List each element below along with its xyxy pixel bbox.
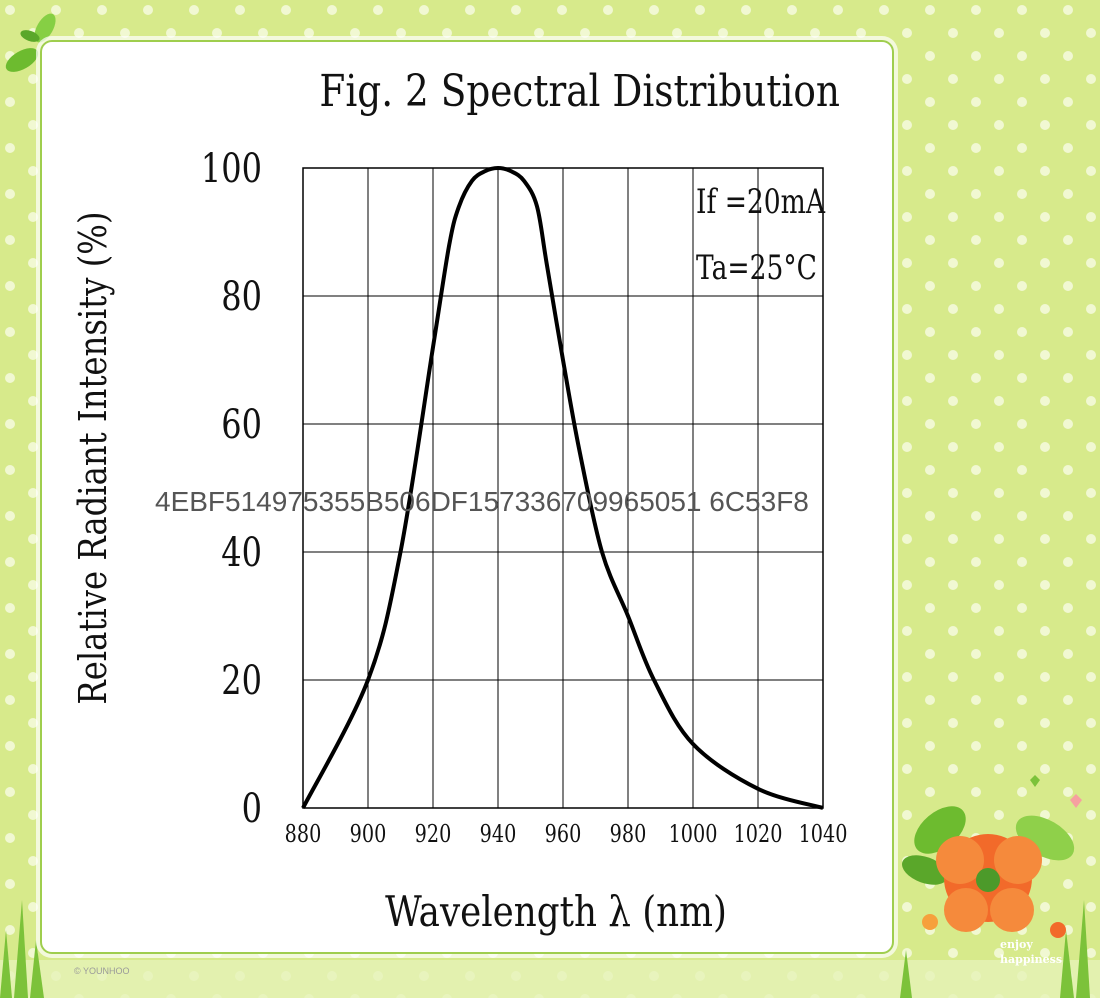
x-tick-label: 940 — [480, 821, 517, 849]
y-axis-ticks: 0 20 40 60 80 100 — [201, 144, 262, 831]
y-tick-label: 100 — [201, 144, 262, 191]
x-axis-ticks: 880 900 920 940 960 980 1000 1020 1040 — [285, 821, 848, 849]
y-axis-label: Relative Radiant Intensity (%) — [72, 211, 116, 704]
x-tick-label: 980 — [610, 821, 647, 849]
x-tick-label: 920 — [415, 821, 452, 849]
flower-decoration-icon — [902, 775, 1082, 938]
y-tick-label: 40 — [221, 528, 262, 575]
y-tick-label: 80 — [221, 272, 262, 319]
chart-annotation: If =20mA — [696, 183, 826, 222]
x-tick-label: 960 — [545, 821, 582, 849]
overlay-code-text: 4EBF514975355B506DF157336709965051 6C53F… — [155, 486, 809, 517]
chart-annotation: Ta=25°C — [696, 249, 817, 288]
y-tick-label: 20 — [221, 656, 262, 703]
chart-series — [301, 166, 824, 810]
happiness-text: happiness — [1000, 953, 1063, 966]
grass-decoration-icon — [0, 900, 1090, 998]
x-tick-label: 880 — [285, 821, 322, 849]
enjoy-text: enjoy — [1000, 938, 1033, 951]
y-tick-label: 60 — [221, 400, 262, 447]
x-tick-label: 1040 — [799, 821, 848, 849]
x-axis-label: Wavelength λ (nm) — [385, 888, 727, 936]
chart-grid — [302, 167, 824, 809]
chart-title: Fig. 2 Spectral Distribution — [319, 65, 840, 117]
x-tick-label: 900 — [350, 821, 387, 849]
x-tick-label: 1020 — [734, 821, 783, 849]
leaf-decoration-icon — [5, 13, 56, 72]
x-tick-label: 1000 — [669, 821, 718, 849]
chart-annotations: If =20mA Ta=25°C — [696, 183, 826, 288]
y-tick-label: 0 — [242, 784, 262, 831]
spectral-curve-line — [301, 166, 824, 810]
credit-text: © YOUNHOO — [74, 966, 130, 976]
